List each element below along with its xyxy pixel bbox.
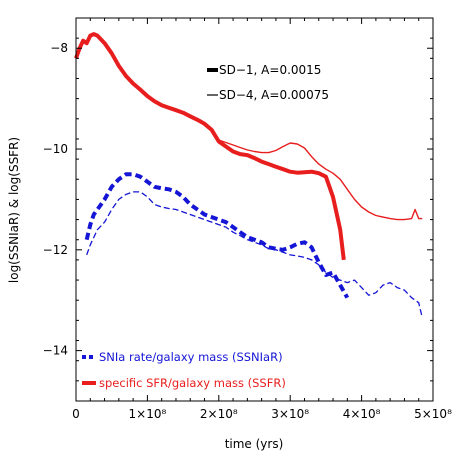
y-tick-label: −8 bbox=[50, 41, 68, 55]
legend-bottom-label-2: specific SFR/galaxy mass (SSFR) bbox=[99, 376, 286, 390]
ticks-layer: 0 1×10⁸ 2×10⁸ 3×10⁸ 4×10⁸ 5×10⁸ −14 −12 −10 −8 bbox=[43, 18, 452, 421]
x-axis-label: time (yrs) bbox=[225, 437, 284, 451]
x-tick-label: 2×10⁸ bbox=[200, 407, 238, 421]
series-line-2 bbox=[218, 139, 423, 221]
x-tick-label: 5×10⁸ bbox=[414, 407, 452, 421]
series-line-4 bbox=[86, 191, 423, 318]
x-tick-label: 0 bbox=[72, 407, 80, 421]
y-tick-label: −14 bbox=[43, 344, 68, 358]
y-axis-label: log(SSNIaR) & log(SSFR) bbox=[7, 137, 21, 283]
series-line-1 bbox=[74, 32, 346, 261]
series-line-3 bbox=[84, 172, 350, 299]
series-layer bbox=[74, 32, 423, 318]
y-tick-label: −12 bbox=[43, 243, 68, 257]
x-tick-label: 1×10⁸ bbox=[129, 407, 167, 421]
legend-bottom-label-1: SNIa rate/galaxy mass (SSNIaR) bbox=[99, 350, 283, 364]
legend-layer: SD−1, A=0.0015 SD−4, A=0.00075 SNIa rate/g… bbox=[82, 63, 329, 390]
x-tick-label: 3×10⁸ bbox=[271, 407, 309, 421]
plot-frame bbox=[75, 17, 434, 402]
legend-top-label-1: SD−1, A=0.0015 bbox=[219, 63, 321, 77]
y-tick-label: −10 bbox=[43, 142, 68, 156]
x-tick-label: 4×10⁸ bbox=[343, 407, 381, 421]
legend-top-label-2: SD−4, A=0.00075 bbox=[219, 88, 329, 102]
